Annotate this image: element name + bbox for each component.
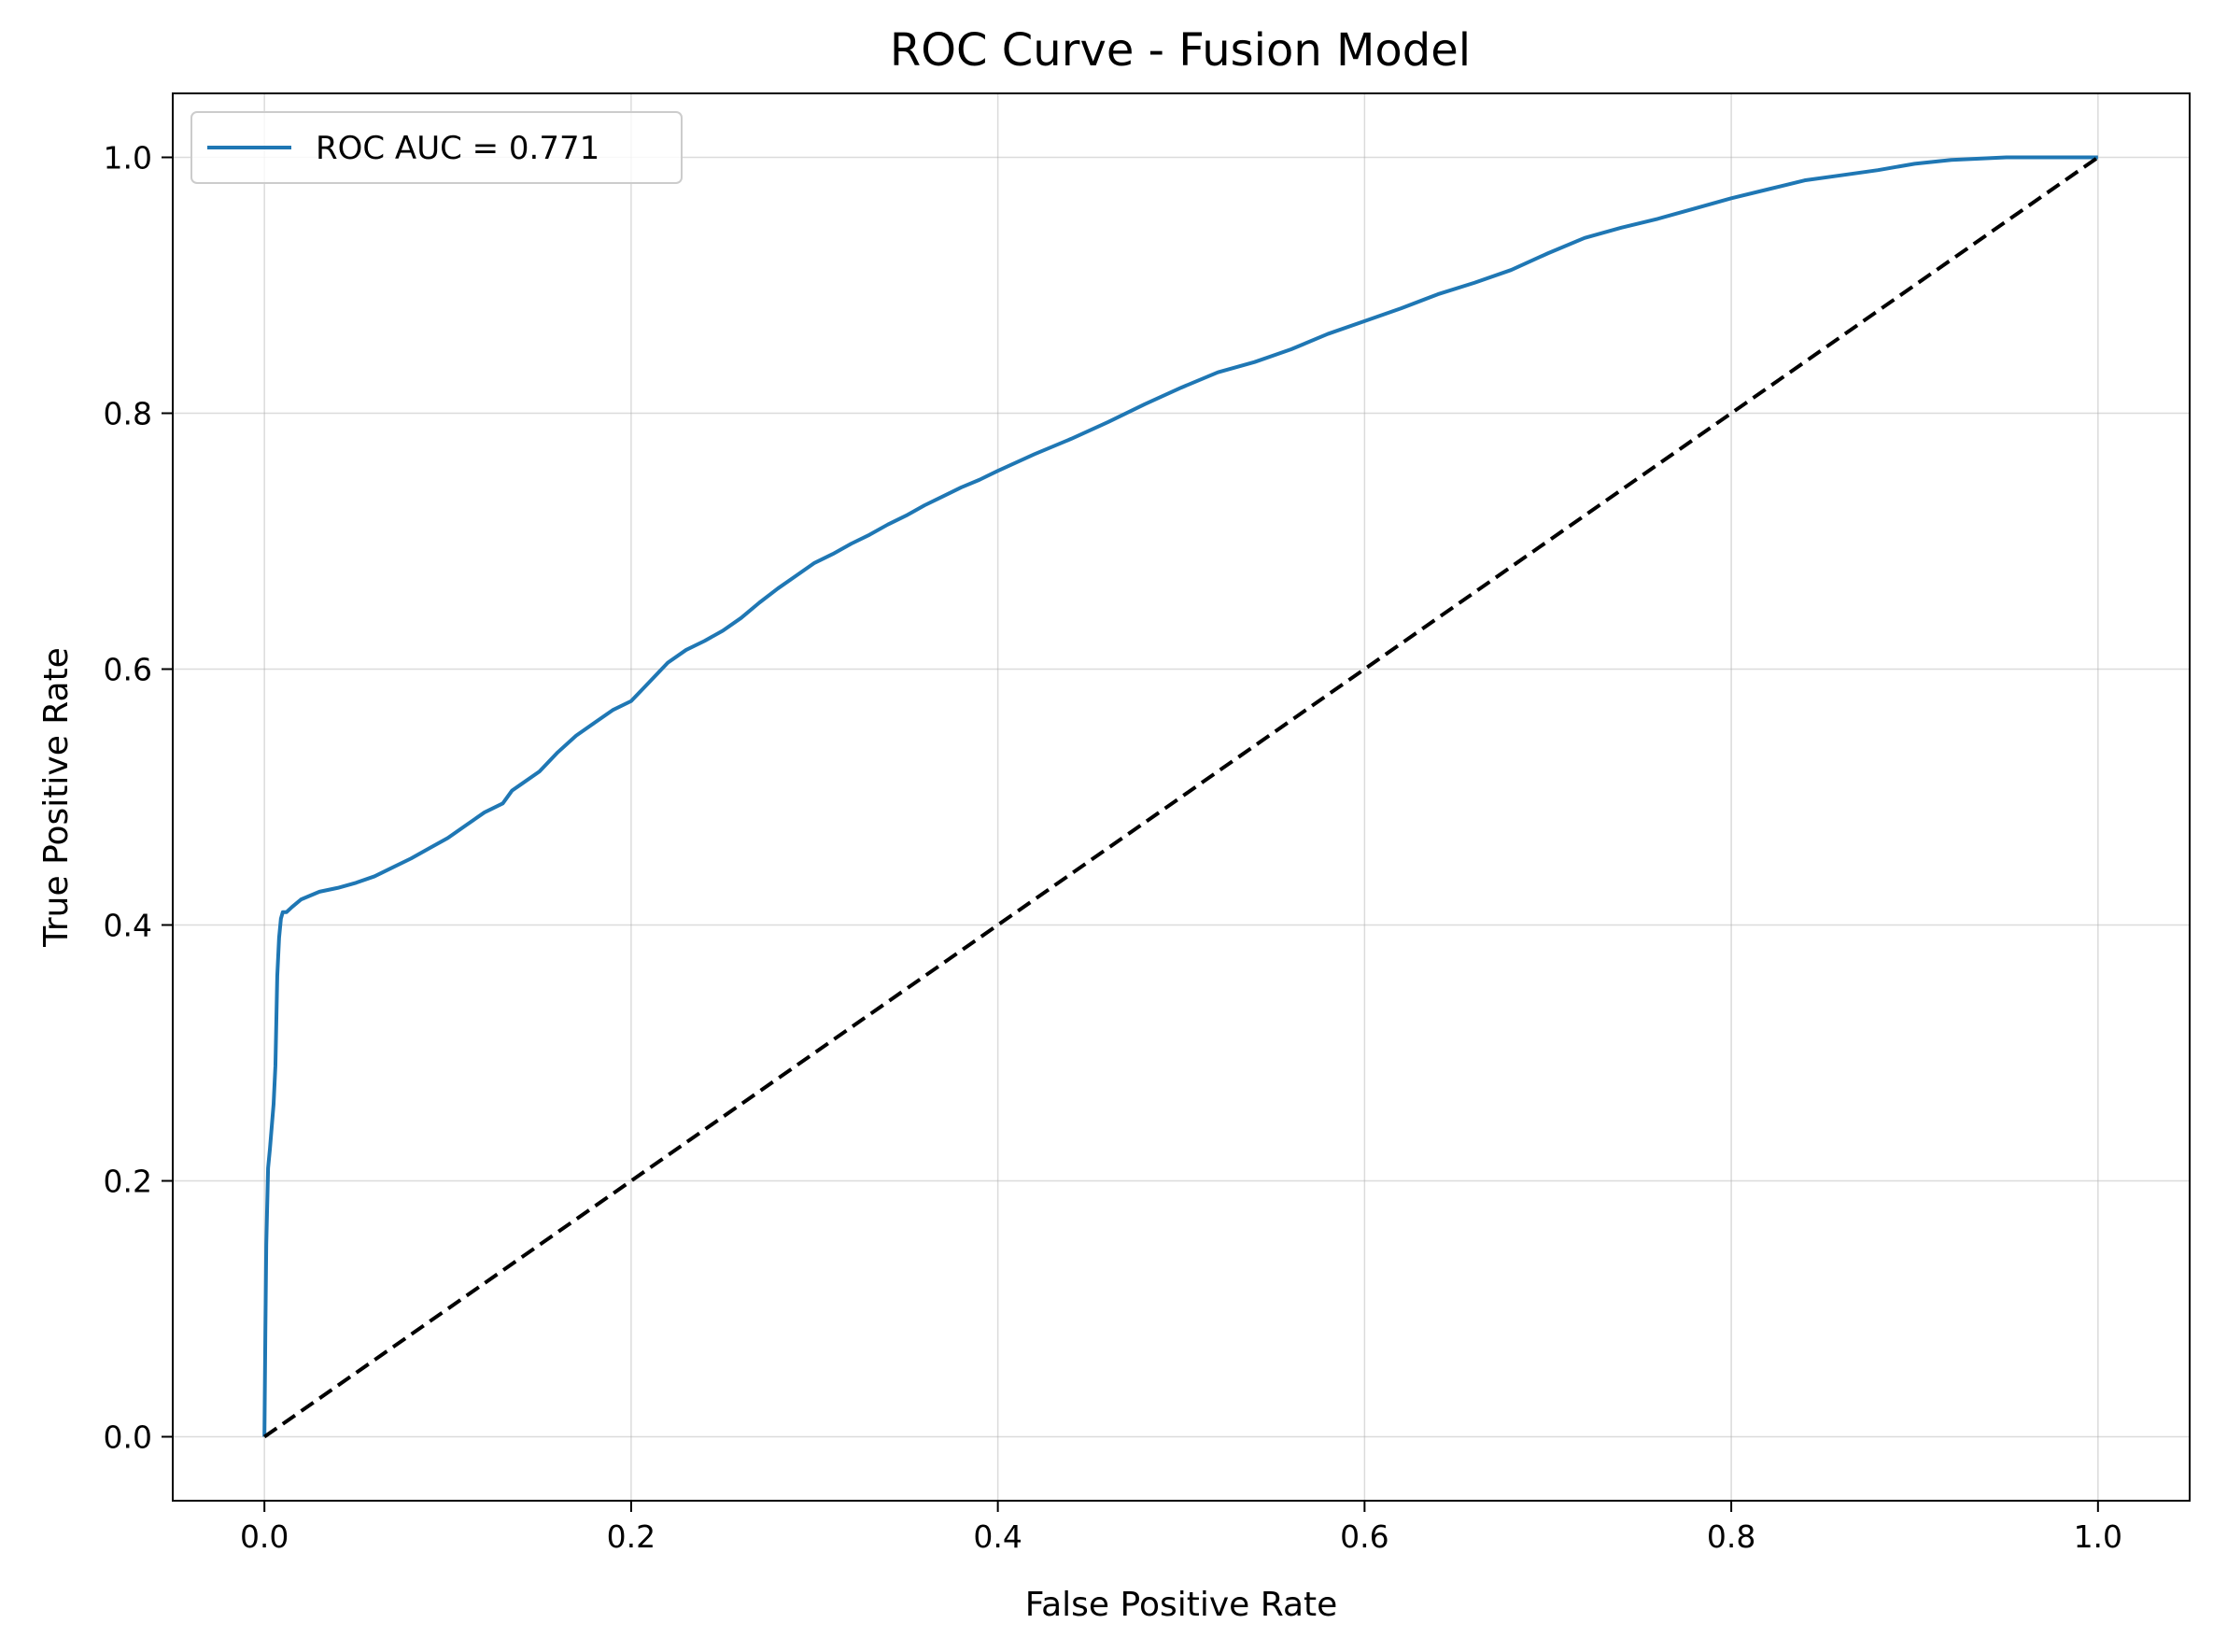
legend: ROC AUC = 0.771 xyxy=(190,111,683,184)
series-layer xyxy=(262,155,2099,1439)
x-axis-label: False Positive Rate xyxy=(1025,1586,1338,1624)
y-axis-label: True Positive Rate xyxy=(37,647,76,948)
y-tick-label-1: 0.2 xyxy=(104,1164,152,1200)
x-tick-label-3: 0.6 xyxy=(1340,1518,1388,1555)
roc-curve-line xyxy=(262,155,2098,1437)
legend-box xyxy=(190,111,683,184)
y-tick-label-5: 1.0 xyxy=(104,140,152,176)
legend-entry-roc: ROC AUC = 0.771 xyxy=(316,130,599,167)
chart-title: ROC Curve - Fusion Model xyxy=(890,24,1471,77)
y-tick-label-4: 0.8 xyxy=(104,396,152,432)
x-tick-label-0: 0.0 xyxy=(240,1518,289,1555)
plot-frame xyxy=(172,92,2191,1502)
x-tick-label-2: 0.4 xyxy=(973,1518,1022,1555)
x-tick-label-1: 0.2 xyxy=(607,1518,655,1555)
y-tick-label-0: 0.0 xyxy=(104,1419,152,1456)
x-tick-label-4: 0.8 xyxy=(1707,1518,1755,1555)
y-tick-label-3: 0.6 xyxy=(104,652,152,688)
chance-diagonal-line xyxy=(263,155,2099,1439)
x-tick-label-5: 1.0 xyxy=(2074,1518,2122,1555)
ticks: 0.0 0.2 0.4 0.6 0.8 1.0 0.0 0.2 0.4 0.6 0.8 1.0 xyxy=(104,140,2123,1556)
y-tick-label-2: 0.4 xyxy=(104,908,152,944)
